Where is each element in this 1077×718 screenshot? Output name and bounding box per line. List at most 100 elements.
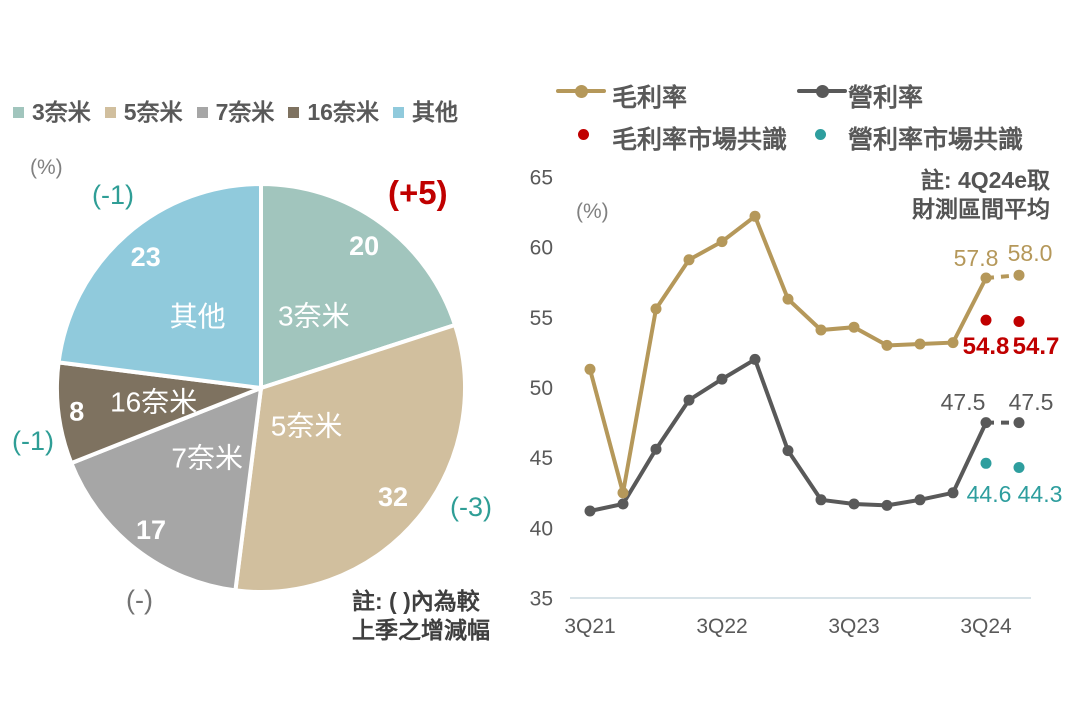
pie-slice-value-5nm: 32 (378, 482, 408, 512)
gross-margin-point-1Q22 (650, 303, 662, 315)
x-tick-3Q21: 3Q21 (564, 615, 615, 638)
pie-legend-item-7nm: 7奈米 (196, 99, 275, 125)
gross-margin-consensus-label-4Q24e: 54.7 (1013, 333, 1060, 360)
pie-change-7nm: (-) (126, 585, 153, 615)
y-tick-35: 35 (530, 588, 553, 611)
pie-slice-value-3nm: 20 (349, 231, 379, 261)
pie-note-line1: 註: ( )內為較 (352, 588, 480, 614)
gross-margin-legend-marker-dot (575, 84, 588, 98)
gross-margin-point-3Q22 (716, 236, 728, 248)
operating-margin-legend-marker (797, 84, 847, 98)
gross-margin-consensus-legend-marker (578, 129, 589, 140)
pie-legend-swatch-7nm (196, 106, 208, 118)
y-tick-50: 50 (530, 377, 553, 400)
operating-margin-end-label-0: 47.5 (941, 389, 986, 415)
pie-legend-label-16nm: 16奈米 (307, 99, 379, 125)
pie-slice-other (56, 181, 263, 391)
gross-margin-end-label-0: 57.8 (954, 245, 999, 271)
line-unit-label: (%) (576, 200, 609, 223)
pie-legend-label-5nm: 5奈米 (123, 99, 183, 125)
gross-margin-point-4Q21 (617, 487, 629, 499)
pie-legend: 3奈米 5奈米 7奈米 16奈米 其他 (13, 100, 458, 124)
gross-margin-point-3Q23 (848, 321, 860, 333)
operating-margin-consensus-legend-marker (815, 129, 826, 140)
operating-margin-consensus-label-4Q24e: 44.3 (1018, 481, 1063, 507)
operating-margin-point-4Q24e (1013, 417, 1025, 429)
pie-change-16nm: (-1) (12, 426, 54, 456)
pie-note-line2: 上季之增減幅 (352, 616, 490, 643)
gross-margin-consensus-dot-4Q24e (1013, 316, 1025, 327)
operating-margin-point-2Q24 (947, 487, 959, 499)
operating-margin-point-1Q22 (650, 443, 662, 455)
pie-legend-label-7nm: 7奈米 (215, 99, 275, 125)
x-tick-3Q22: 3Q22 (696, 615, 747, 638)
pie-legend-item-5nm: 5奈米 (104, 99, 183, 125)
gross-margin-consensus-label-3Q24: 54.8 (963, 333, 1010, 360)
pie-change-5nm: (-3) (450, 492, 492, 522)
pie-legend-swatch-other (392, 106, 404, 118)
gross-margin-legend-label: 毛利率 (612, 84, 688, 112)
x-tick-3Q24: 3Q24 (960, 615, 1012, 638)
pie-slice-value-7nm: 17 (136, 515, 166, 545)
pie-slice-name-7nm: 7奈米 (171, 442, 243, 473)
pie-slice-7nm (68, 384, 264, 593)
gross-margin-point-1Q24 (914, 338, 926, 350)
pie-legend-item-3nm: 3奈米 (13, 100, 91, 124)
line-chart: 65 60 55 50 45 40 35 3Q21 3Q22 3Q23 3Q24 57.8 58.0 47… (530, 167, 1063, 639)
pie-slice-value-other: 23 (131, 242, 161, 272)
line-note: 註: 4Q24e取 財測區間平均 (860, 166, 1050, 223)
gross-margin-point-3Q21 (584, 363, 596, 375)
operating-margin-point-4Q23 (881, 499, 893, 511)
gross-margin-point-4Q24e (1013, 269, 1025, 281)
pie-note: 註: ( )內為較 上季之增減幅 (352, 587, 490, 644)
x-tick-3Q23: 3Q23 (828, 615, 879, 638)
operating-margin-point-1Q24 (914, 494, 926, 506)
operating-margin-line (589, 356, 988, 513)
operating-margin-consensus-legend-label: 營利率市場共識 (848, 126, 1024, 154)
gross-margin-end-label-1: 58.0 (1008, 240, 1053, 266)
y-tick-65: 65 (530, 167, 553, 190)
operating-margin-point-2Q22 (683, 394, 695, 406)
operating-margin-point-3Q22 (716, 373, 728, 385)
pie-legend-swatch-16nm (288, 106, 300, 118)
pie-slice-5nm (233, 322, 467, 594)
pie-slice-name-other: 其他 (170, 301, 226, 332)
operating-margin-point-3Q23 (848, 498, 860, 510)
pie-change-3nm: (+5) (388, 174, 448, 211)
y-tick-40: 40 (530, 517, 553, 540)
pie-chart: 3奈米 20 5奈米 32 7奈米 17 16奈米 8 其他 23 (55, 181, 467, 594)
operating-margin-consensus-dot-4Q24e (1013, 462, 1025, 473)
gross-margin-point-2Q23 (815, 324, 827, 336)
y-tick-55: 55 (530, 307, 553, 330)
pie-legend-label-3nm: 3奈米 (32, 99, 91, 125)
line-note-line2: 財測區間平均 (912, 195, 1050, 222)
operating-margin-consensus-dot-3Q24 (980, 457, 992, 469)
operating-margin-end-label-1: 47.5 (1009, 389, 1054, 415)
operating-margin-point-4Q21 (617, 498, 629, 510)
pie-slice-name-3nm: 3奈米 (278, 300, 350, 331)
gross-margin-point-2Q24 (947, 337, 959, 349)
operating-margin-point-3Q24 (980, 417, 992, 429)
pie-slice-name-5nm: 5奈米 (271, 411, 343, 442)
pie-legend-swatch-5nm (104, 106, 116, 118)
gross-margin-point-4Q22 (749, 210, 761, 222)
gross-margin-legend-marker (556, 84, 606, 98)
gross-margin-point-2Q22 (683, 254, 695, 266)
y-tick-45: 45 (530, 447, 553, 470)
pie-change-other: (-1) (92, 180, 134, 210)
pie-legend-label-other: 其他 (411, 99, 458, 125)
gross-margin-point-3Q24 (980, 272, 992, 284)
pie-slice-name-16nm: 16奈米 (110, 387, 197, 418)
pie-slice-value-16nm: 8 (69, 396, 84, 426)
gross-margin-consensus-legend-label: 毛利率市場共識 (612, 126, 788, 154)
y-tick-60: 60 (530, 237, 553, 260)
operating-margin-legend-marker-dot (816, 84, 829, 98)
operating-margin-point-1Q23 (782, 445, 794, 457)
pie-slice-3nm (259, 181, 458, 391)
gross-margin-point-1Q23 (782, 293, 794, 305)
operating-margin-point-3Q21 (584, 505, 596, 517)
pie-legend-swatch-3nm (13, 106, 24, 118)
gross-margin-point-4Q23 (881, 339, 893, 351)
operating-margin-consensus-label-3Q24: 44.6 (967, 481, 1012, 507)
